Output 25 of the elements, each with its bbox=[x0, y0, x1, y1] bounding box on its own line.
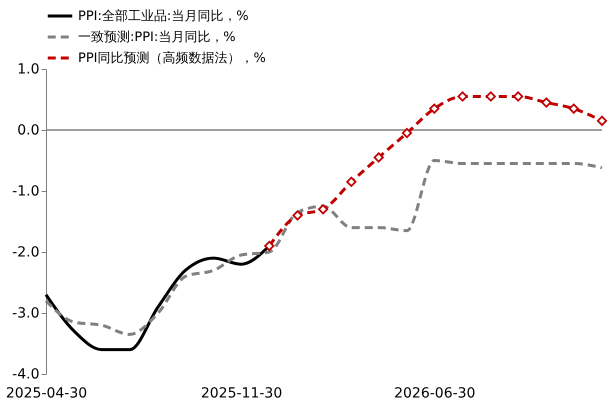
y-tick-label: 1.0 bbox=[17, 62, 40, 78]
point bbox=[568, 104, 579, 114]
point bbox=[346, 176, 356, 187]
point bbox=[264, 240, 274, 251]
point bbox=[541, 97, 552, 108]
y-tick-label: -3.0 bbox=[12, 306, 40, 322]
legend-label: PPI:全部工业品:当月同比，% bbox=[78, 9, 249, 24]
y-tick-label: -2.0 bbox=[12, 244, 40, 260]
point bbox=[596, 116, 608, 126]
legend-label: 一致预测:PPI:当月同比，% bbox=[78, 30, 236, 45]
x-tick-label: 2026-06-30 bbox=[394, 386, 476, 402]
point bbox=[374, 152, 384, 163]
point bbox=[429, 104, 440, 114]
point bbox=[292, 210, 303, 220]
x-tick-label: 2025-04-30 bbox=[6, 386, 88, 402]
y-tick-label: -1.0 bbox=[12, 184, 40, 200]
y-tick-label: 0.0 bbox=[17, 122, 40, 138]
x-tick-label: 2025-11-30 bbox=[200, 386, 282, 402]
point bbox=[457, 91, 468, 102]
legend-label: PPI同比预测（高频数据法），% bbox=[78, 50, 266, 66]
y-tick-label: -4.0 bbox=[12, 366, 40, 382]
point bbox=[486, 91, 496, 102]
point bbox=[318, 204, 328, 214]
point bbox=[513, 91, 524, 102]
point bbox=[402, 128, 412, 138]
